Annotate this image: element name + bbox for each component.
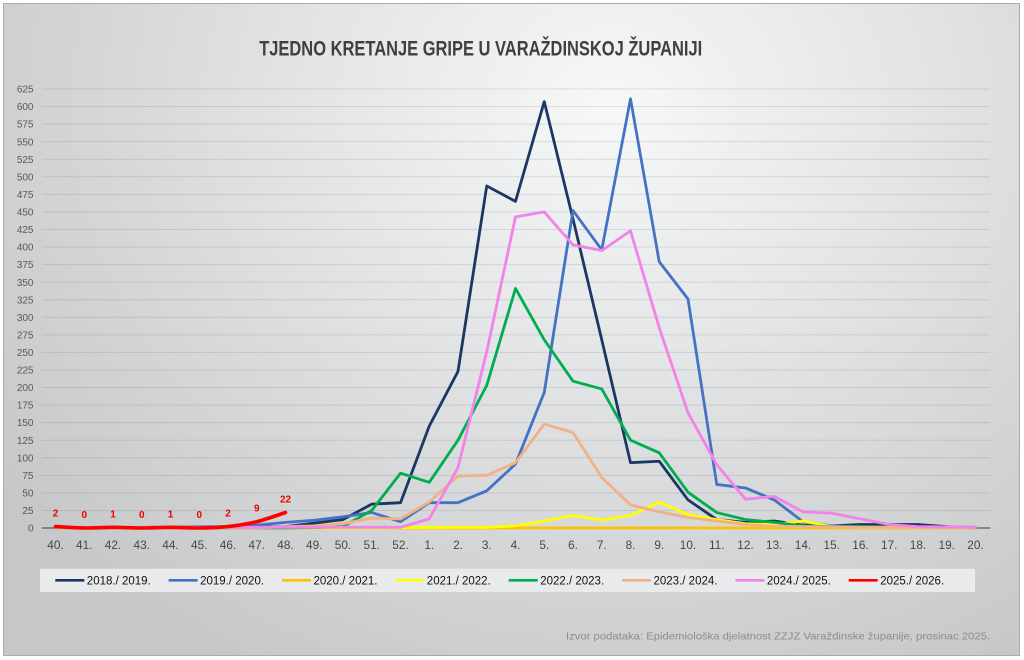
svg-text:11.: 11. bbox=[709, 538, 725, 552]
svg-text:12.: 12. bbox=[737, 538, 753, 552]
svg-text:19.: 19. bbox=[939, 538, 955, 552]
svg-text:225: 225 bbox=[17, 366, 34, 377]
svg-text:550: 550 bbox=[17, 137, 34, 148]
svg-text:1.: 1. bbox=[424, 538, 434, 552]
svg-text:50: 50 bbox=[22, 488, 34, 499]
svg-text:400: 400 bbox=[17, 243, 34, 254]
svg-text:2023./ 2024.: 2023./ 2024. bbox=[654, 575, 718, 587]
svg-text:40.: 40. bbox=[47, 538, 63, 552]
svg-text:6.: 6. bbox=[568, 538, 578, 552]
svg-text:0: 0 bbox=[139, 510, 145, 521]
svg-text:Izvor podataka: Epidemiološka: Izvor podataka: Epidemiološka djelatnost… bbox=[566, 631, 990, 643]
svg-text:175: 175 bbox=[17, 401, 34, 412]
svg-text:20.: 20. bbox=[967, 538, 983, 552]
svg-text:300: 300 bbox=[17, 313, 34, 324]
svg-text:475: 475 bbox=[17, 190, 34, 201]
svg-text:0: 0 bbox=[81, 510, 87, 521]
svg-text:150: 150 bbox=[17, 418, 34, 429]
svg-text:625: 625 bbox=[17, 85, 34, 96]
svg-text:25: 25 bbox=[22, 506, 34, 517]
svg-text:17.: 17. bbox=[881, 538, 897, 552]
svg-text:22: 22 bbox=[280, 495, 292, 506]
svg-text:50.: 50. bbox=[335, 538, 351, 552]
svg-text:43.: 43. bbox=[134, 538, 150, 552]
svg-text:48.: 48. bbox=[277, 538, 293, 552]
svg-text:2: 2 bbox=[225, 509, 231, 520]
svg-text:13.: 13. bbox=[766, 538, 782, 552]
svg-text:2.: 2. bbox=[453, 538, 463, 552]
svg-text:44.: 44. bbox=[162, 538, 178, 552]
svg-text:575: 575 bbox=[17, 120, 34, 131]
svg-text:2024./ 2025.: 2024./ 2025. bbox=[767, 575, 831, 587]
svg-text:0: 0 bbox=[196, 510, 202, 521]
svg-text:45.: 45. bbox=[191, 538, 207, 552]
svg-text:7.: 7. bbox=[597, 538, 607, 552]
svg-text:16.: 16. bbox=[852, 538, 868, 552]
svg-text:41.: 41. bbox=[76, 538, 92, 552]
svg-text:9: 9 bbox=[254, 504, 260, 515]
svg-text:600: 600 bbox=[17, 102, 34, 113]
svg-text:2022./ 2023.: 2022./ 2023. bbox=[540, 575, 604, 587]
svg-text:8.: 8. bbox=[626, 538, 636, 552]
svg-text:2019./ 2020.: 2019./ 2020. bbox=[200, 575, 264, 587]
svg-text:2020./ 2021.: 2020./ 2021. bbox=[314, 575, 378, 587]
svg-text:10.: 10. bbox=[680, 538, 696, 552]
svg-text:425: 425 bbox=[17, 225, 34, 236]
svg-text:325: 325 bbox=[17, 295, 34, 306]
svg-text:2018./ 2019.: 2018./ 2019. bbox=[87, 575, 151, 587]
svg-text:3.: 3. bbox=[482, 538, 492, 552]
svg-text:525: 525 bbox=[17, 155, 34, 166]
svg-text:450: 450 bbox=[17, 208, 34, 219]
svg-text:350: 350 bbox=[17, 278, 34, 289]
svg-text:500: 500 bbox=[17, 172, 34, 183]
svg-text:52.: 52. bbox=[392, 538, 408, 552]
svg-text:275: 275 bbox=[17, 330, 34, 341]
svg-text:100: 100 bbox=[17, 453, 34, 464]
svg-text:1: 1 bbox=[110, 509, 116, 520]
svg-text:47.: 47. bbox=[249, 538, 265, 552]
svg-text:250: 250 bbox=[17, 348, 34, 359]
svg-text:0: 0 bbox=[28, 524, 34, 535]
svg-text:49.: 49. bbox=[306, 538, 322, 552]
svg-text:46.: 46. bbox=[220, 538, 236, 552]
svg-text:15.: 15. bbox=[824, 538, 840, 552]
svg-text:9.: 9. bbox=[654, 538, 664, 552]
svg-text:14.: 14. bbox=[795, 538, 811, 552]
svg-text:1: 1 bbox=[168, 509, 174, 520]
svg-text:375: 375 bbox=[17, 260, 34, 271]
svg-text:75: 75 bbox=[22, 471, 34, 482]
svg-text:4.: 4. bbox=[511, 538, 521, 552]
svg-text:51.: 51. bbox=[364, 538, 380, 552]
svg-text:5.: 5. bbox=[539, 538, 549, 552]
svg-text:125: 125 bbox=[17, 436, 34, 447]
svg-text:2021./ 2022.: 2021./ 2022. bbox=[427, 575, 491, 587]
svg-text:18.: 18. bbox=[910, 538, 926, 552]
svg-text:200: 200 bbox=[17, 383, 34, 394]
svg-text:2: 2 bbox=[53, 509, 59, 520]
svg-text:2025./ 2026.: 2025./ 2026. bbox=[880, 575, 944, 587]
svg-text:TJEDNO KRETANJE GRIPE U VARAŽD: TJEDNO KRETANJE GRIPE U VARAŽDINSKOJ ŽUP… bbox=[259, 37, 702, 61]
svg-text:42.: 42. bbox=[105, 538, 121, 552]
